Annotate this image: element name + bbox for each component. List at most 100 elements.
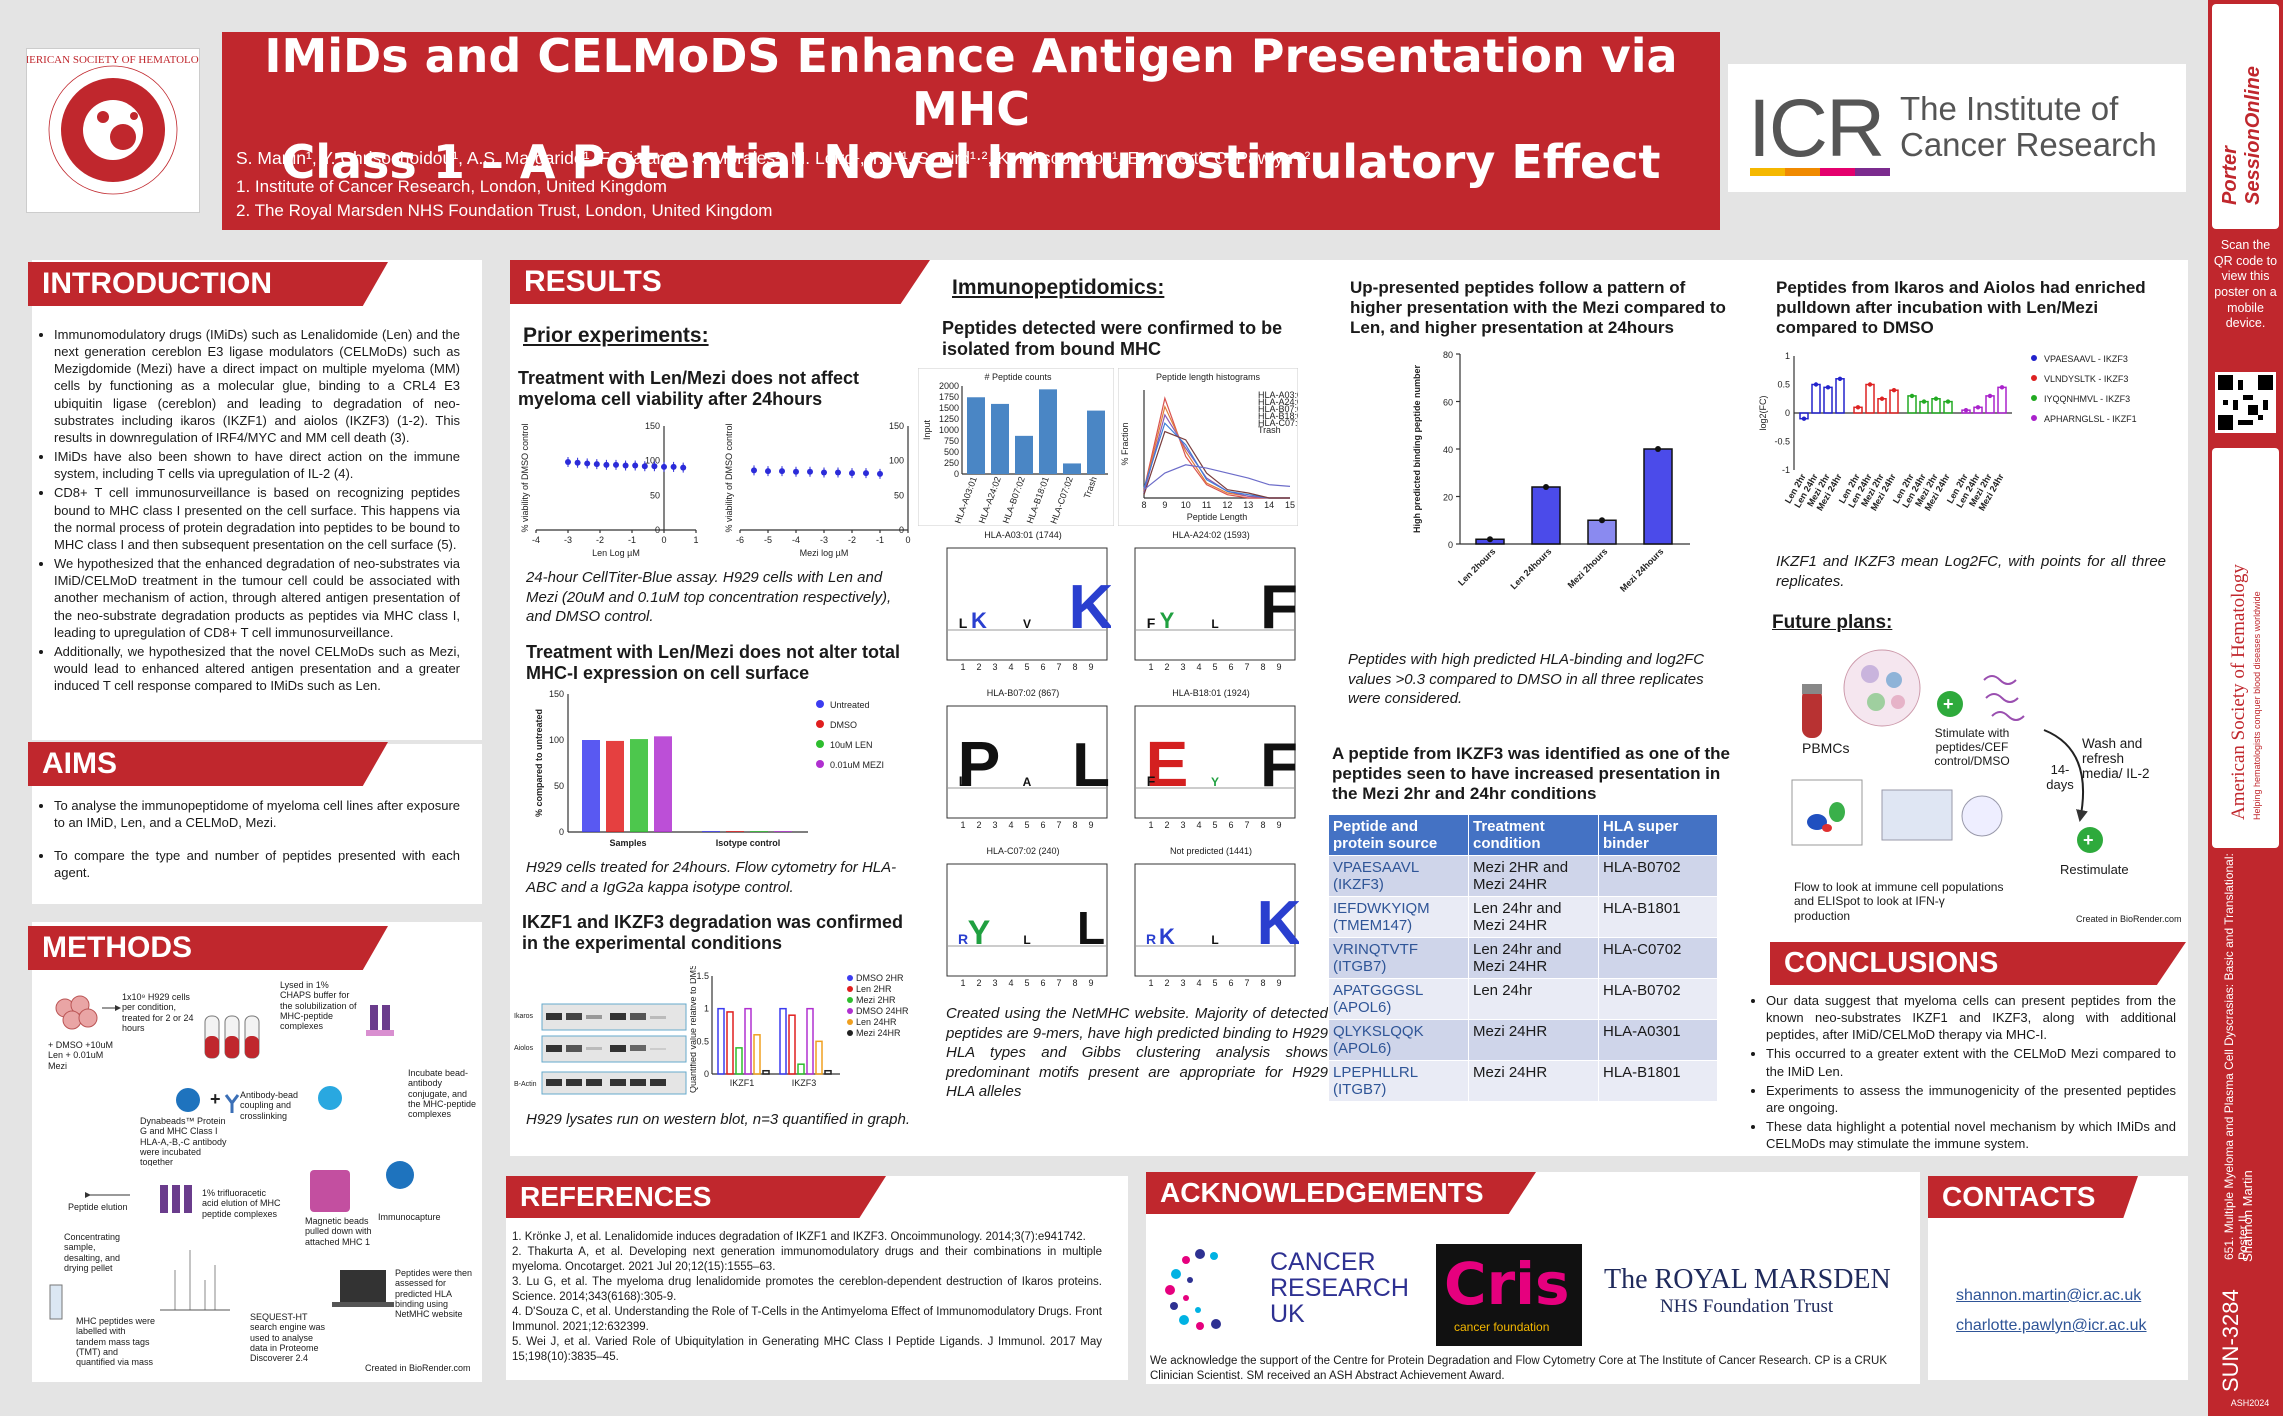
y-tick-label: 0 bbox=[899, 525, 904, 535]
x-tick-label: -3 bbox=[564, 535, 572, 545]
logo-position-label: 7 bbox=[1244, 978, 1249, 988]
logo-letter: A bbox=[1023, 775, 1032, 789]
references-heading: REFERENCES bbox=[506, 1176, 886, 1218]
logo-letter: R bbox=[1146, 931, 1156, 947]
logo-position-label: 5 bbox=[1024, 978, 1029, 988]
y-tick-label: 0 bbox=[1785, 408, 1790, 418]
legend-label: Len 2HR bbox=[856, 984, 892, 994]
data-point bbox=[670, 463, 677, 470]
legend-label: VPAESAAVL - IKZF3 bbox=[2044, 354, 2128, 364]
x-tick-label: 13 bbox=[1243, 500, 1253, 510]
elispot-plate-icon bbox=[1881, 789, 1953, 841]
sequence-logo: HLA-C07:02 (240) 1 2 3 4 5 6 7 8 9 Y L R L bbox=[935, 846, 1111, 994]
data-point bbox=[765, 468, 771, 475]
logo-position-label: 2 bbox=[1164, 662, 1169, 672]
y-tick-label: 150 bbox=[645, 421, 660, 431]
royal-marsden-sub: NHS Foundation Trust bbox=[1660, 1296, 1834, 1317]
data-point bbox=[793, 468, 799, 475]
x-tick-label: -2 bbox=[848, 535, 856, 545]
x-tick-label: -3 bbox=[820, 535, 828, 545]
y-tick-label: 1 bbox=[1785, 351, 1790, 361]
data-point bbox=[593, 461, 600, 468]
data-point bbox=[1837, 376, 1843, 381]
contact-email-1[interactable]: shannon.martin@icr.ac.uk bbox=[1956, 1287, 2142, 1304]
reference-item: 1. Krönke J, et al. Lenalidomide induces… bbox=[512, 1231, 1086, 1243]
legend-marker bbox=[2031, 395, 2037, 401]
legend-label: 0.01uM MEZI bbox=[830, 760, 884, 770]
logo-position-label: 8 bbox=[1260, 820, 1265, 830]
conclusions-bullets: Our data suggest that myeloma cells can … bbox=[1752, 992, 2176, 1154]
x-tick-label: -4 bbox=[792, 535, 800, 545]
logo-frame bbox=[1134, 863, 1296, 977]
data-point bbox=[807, 468, 813, 475]
logo-position-label: 4 bbox=[1008, 978, 1013, 988]
logo-letter: F bbox=[1147, 615, 1156, 631]
bar bbox=[744, 1007, 752, 1075]
bar bbox=[991, 403, 1009, 474]
intro-bullet: CD8+ T cell immunosurveillance is based … bbox=[54, 484, 460, 553]
mhc-expression-chart: 0 50 100 150 Samples Isotype control % compare… bbox=[534, 689, 884, 848]
legend-marker bbox=[816, 700, 824, 708]
ikaros-aiolos-title: Peptides from Ikaros and Aiolos had enri… bbox=[1776, 278, 2146, 337]
qr-code[interactable] bbox=[2215, 372, 2276, 433]
table-cell: VPAESAAVL (IKZF3) bbox=[1328, 855, 1469, 897]
sequence-logo-plot: 1 2 3 4 5 6 7 8 9P LL A bbox=[946, 705, 1110, 830]
logo-position-label: 7 bbox=[1056, 662, 1061, 672]
logo-frame bbox=[946, 863, 1108, 977]
add-peptides-icon bbox=[1937, 691, 1963, 717]
conclusion-bullet: Our data suggest that myeloma cells can … bbox=[1766, 992, 2176, 1043]
y-tick-label: 1 bbox=[704, 1004, 709, 1014]
svg-text:+: + bbox=[1943, 694, 1954, 714]
blood-tube-icon bbox=[1802, 688, 1822, 738]
data-point bbox=[1487, 536, 1493, 543]
bar bbox=[630, 739, 648, 832]
sequence-logo-title: HLA-A03:01 (1744) bbox=[984, 530, 1062, 540]
logo-letter: L bbox=[1077, 902, 1105, 954]
logo-position-label: 7 bbox=[1244, 820, 1249, 830]
aiolos-blot-label: Aiolos bbox=[514, 1045, 534, 1052]
flow-plot-icon bbox=[1791, 779, 1863, 846]
data-point bbox=[603, 461, 610, 468]
y-tick-label: 2000 bbox=[939, 381, 959, 391]
logo-position-label: 6 bbox=[1040, 820, 1045, 830]
bar bbox=[1531, 486, 1561, 545]
logo-position-label: 7 bbox=[1244, 662, 1249, 672]
sequence-logo-title: HLA-A24:02 (1593) bbox=[1172, 530, 1250, 540]
table-cell: Len 24hr and Mezi 24HR bbox=[1468, 896, 1599, 938]
y-tick-label: 1.5 bbox=[696, 971, 709, 981]
methods-credit: Created in BioRender.com bbox=[365, 1363, 471, 1373]
logo-letter: Y bbox=[968, 914, 991, 952]
sequence-logo-title: HLA-B07:02 (867) bbox=[986, 688, 1060, 698]
table-header: Peptide and protein source bbox=[1328, 814, 1469, 856]
viability-chart-mezi: -6 -5 -4 -3 -2 -1 00 50 100 150 Mezi log µM % viabi… bbox=[724, 421, 911, 558]
bar bbox=[1823, 386, 1833, 414]
y-tick-label: 1500 bbox=[939, 403, 959, 413]
data-point bbox=[651, 463, 658, 470]
viability-caption: 24-hour CellTiter-Blue assay. H929 cells… bbox=[526, 569, 892, 625]
viability-chart-len: -4 -3 -2 -1 0 1 0 50 100 150 Len Log µM % viability… bbox=[520, 421, 699, 558]
cris-logo-sub: cancer foundation bbox=[1454, 1320, 1550, 1334]
logo-letter: V bbox=[1023, 617, 1031, 631]
sequence-logo: HLA-A03:01 (1744) 1 2 3 4 5 6 7 8 9 K K L V bbox=[935, 530, 1114, 678]
viability-title: Treatment with Len/Mezi does not affect … bbox=[518, 368, 860, 409]
intro-bullets: Immunomodulatory drugs (IMiDs) such as L… bbox=[40, 326, 460, 696]
y-tick-label: 0 bbox=[559, 827, 564, 837]
intro-bullet: Additionally, we hypothesized that the n… bbox=[54, 643, 460, 694]
x-tick-label: 0 bbox=[661, 535, 666, 545]
authors: S. Martin¹, Y. Chrisochoidou¹, A.S. Marg… bbox=[236, 148, 1311, 168]
logo-position-label: 8 bbox=[1072, 662, 1077, 672]
y-tick-label: -1 bbox=[1782, 465, 1790, 475]
y-tick-label: 500 bbox=[944, 447, 959, 457]
intro-bullet: Immunomodulatory drugs (IMiDs) such as L… bbox=[54, 326, 460, 446]
immunocapture-bead-icon bbox=[386, 1161, 414, 1189]
flow-label: Flow to look at immune cell populations … bbox=[1794, 880, 2004, 923]
contact-email-2[interactable]: charlotte.pawlyn@icr.ac.uk bbox=[1956, 1317, 2147, 1334]
logo-position-label: 1 bbox=[960, 978, 965, 988]
data-point bbox=[1909, 393, 1915, 399]
x-category-label: Mezi 2hours bbox=[1566, 546, 1610, 590]
legend-label: Trash bbox=[1258, 425, 1281, 435]
legend-marker bbox=[847, 1008, 853, 1014]
sequence-logo-plot: 1 2 3 4 5 6 7 8 9 Y L R L bbox=[946, 863, 1108, 988]
restimulate-label: Restimulate bbox=[2060, 862, 2129, 877]
